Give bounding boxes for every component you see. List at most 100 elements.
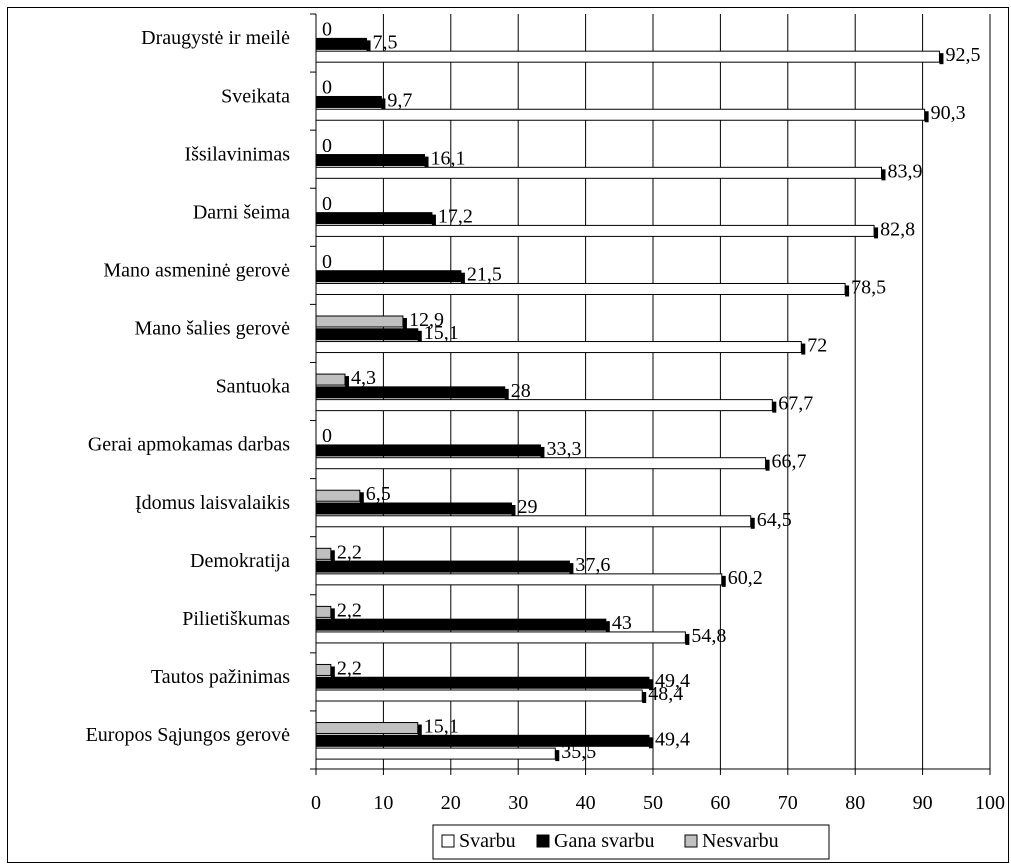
bar-gana-svarbu — [315, 734, 650, 747]
bar-side — [460, 272, 465, 284]
data-label: 6,5 — [366, 483, 391, 505]
category-label: Draugystė ir meilė — [141, 27, 290, 49]
x-tick-label: 50 — [643, 792, 663, 814]
bar-side — [845, 285, 850, 297]
data-label: 0 — [322, 19, 332, 41]
legend-label: Svarbu — [459, 830, 516, 852]
bar-side — [765, 459, 770, 471]
category-label: Tautos pažinimas — [151, 666, 290, 688]
data-label: 43 — [612, 612, 632, 634]
category-label: Mano šalies gerovė — [134, 318, 290, 340]
x-tick-label: 0 — [311, 792, 321, 814]
bar-side — [801, 343, 806, 355]
bar-svarbu — [315, 399, 773, 412]
bar-gana-svarbu — [315, 386, 506, 399]
bar-side — [605, 621, 610, 633]
x-tick-label: 70 — [778, 792, 798, 814]
bar-nesvarbu — [315, 315, 404, 328]
data-label: 17,2 — [438, 206, 473, 228]
data-label: 29 — [517, 496, 537, 518]
x-tick-label: 100 — [975, 792, 1005, 814]
bar-side — [417, 724, 422, 736]
bar-side — [750, 517, 755, 529]
data-label: 64,5 — [757, 509, 792, 531]
data-label: 4,3 — [351, 367, 376, 389]
data-label: 35,5 — [561, 741, 596, 763]
bar-side — [874, 227, 879, 239]
bar-side — [330, 608, 335, 620]
data-label: 66,7 — [772, 451, 807, 473]
data-label: 0 — [322, 193, 332, 215]
bar-side — [569, 563, 574, 575]
data-label: 21,5 — [467, 264, 502, 286]
data-label: 49,4 — [655, 670, 690, 692]
data-label: 90,3 — [931, 102, 966, 124]
data-label: 54,8 — [691, 625, 726, 647]
bar-side — [511, 505, 516, 517]
bar-gana-svarbu — [315, 560, 570, 573]
bar-svarbu — [315, 50, 940, 63]
category-label: Europos Sąjungos gerovė — [86, 724, 291, 746]
legend-swatch — [441, 834, 455, 848]
bar-gana-svarbu — [315, 270, 462, 283]
bar-svarbu — [315, 282, 846, 295]
data-label: 12,9 — [409, 309, 444, 331]
legend-swatch — [684, 834, 698, 848]
legend: Svarbu Gana svarbu Nesvarbu — [432, 824, 830, 860]
bar-gana-svarbu — [315, 212, 433, 225]
bar-side — [330, 666, 335, 678]
data-label: 78,5 — [851, 276, 886, 298]
data-label: 2,2 — [337, 541, 362, 563]
bar-side — [359, 492, 364, 504]
data-label: 0 — [322, 77, 332, 99]
bar-gana-svarbu — [315, 502, 512, 515]
bar-side — [366, 40, 371, 52]
bar-side — [721, 575, 726, 587]
bar-svarbu — [315, 224, 875, 237]
x-tick-label: 60 — [710, 792, 730, 814]
data-label: 0 — [322, 425, 332, 447]
bar-side — [648, 679, 653, 691]
data-label: 15,1 — [424, 716, 459, 738]
bar-side — [939, 53, 944, 65]
x-tick-label: 80 — [845, 792, 865, 814]
data-label: 33,3 — [546, 438, 581, 460]
data-label: 0 — [322, 251, 332, 273]
bar-gana-svarbu — [315, 95, 382, 108]
bar-side — [504, 388, 509, 400]
bar-side — [555, 750, 560, 762]
chart-frame — [7, 7, 1009, 863]
category-label: Įdomus laisvalaikis — [135, 492, 290, 514]
bar-gana-svarbu — [315, 154, 426, 167]
bar-svarbu — [315, 689, 643, 702]
bar-gana-svarbu — [315, 37, 368, 50]
bar-side — [642, 692, 647, 704]
data-label: 72 — [807, 335, 827, 357]
x-tick-label: 40 — [576, 792, 596, 814]
bar-svarbu — [315, 515, 752, 528]
legend-label: Nesvarbu — [702, 830, 779, 852]
data-label: 92,5 — [945, 44, 980, 66]
data-label: 48,4 — [648, 683, 683, 705]
bar-side — [424, 156, 429, 168]
bar-nesvarbu — [315, 663, 332, 676]
data-label: 2,2 — [337, 657, 362, 679]
legend-box — [432, 824, 830, 860]
bar-svarbu — [315, 457, 767, 470]
bar-nesvarbu — [315, 722, 419, 735]
data-label: 82,8 — [880, 218, 915, 240]
bar-gana-svarbu — [315, 444, 541, 457]
bar-nesvarbu — [315, 605, 332, 618]
data-label: 49,4 — [655, 728, 690, 750]
bar-side — [540, 446, 545, 458]
bar-side — [417, 330, 422, 342]
bar-svarbu — [315, 341, 802, 354]
bar-svarbu — [315, 166, 882, 179]
bar-svarbu — [315, 747, 556, 760]
data-label: 60,2 — [728, 567, 763, 589]
legend-label: Gana svarbu — [554, 830, 655, 852]
legend-swatch — [536, 834, 550, 848]
bar-side — [381, 98, 386, 110]
bar-svarbu — [315, 573, 723, 586]
